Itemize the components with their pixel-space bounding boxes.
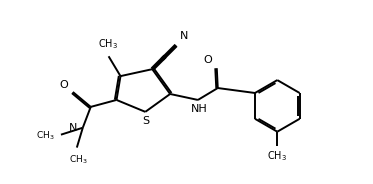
Text: O: O xyxy=(203,55,212,65)
Text: NH: NH xyxy=(191,104,207,114)
Text: N: N xyxy=(180,31,188,41)
Text: N: N xyxy=(69,123,77,133)
Text: CH$_3$: CH$_3$ xyxy=(69,153,87,166)
Text: S: S xyxy=(143,116,150,126)
Text: CH$_3$: CH$_3$ xyxy=(267,150,287,163)
Text: CH$_3$: CH$_3$ xyxy=(37,129,55,142)
Text: CH$_3$: CH$_3$ xyxy=(98,38,117,51)
Text: O: O xyxy=(59,80,68,90)
